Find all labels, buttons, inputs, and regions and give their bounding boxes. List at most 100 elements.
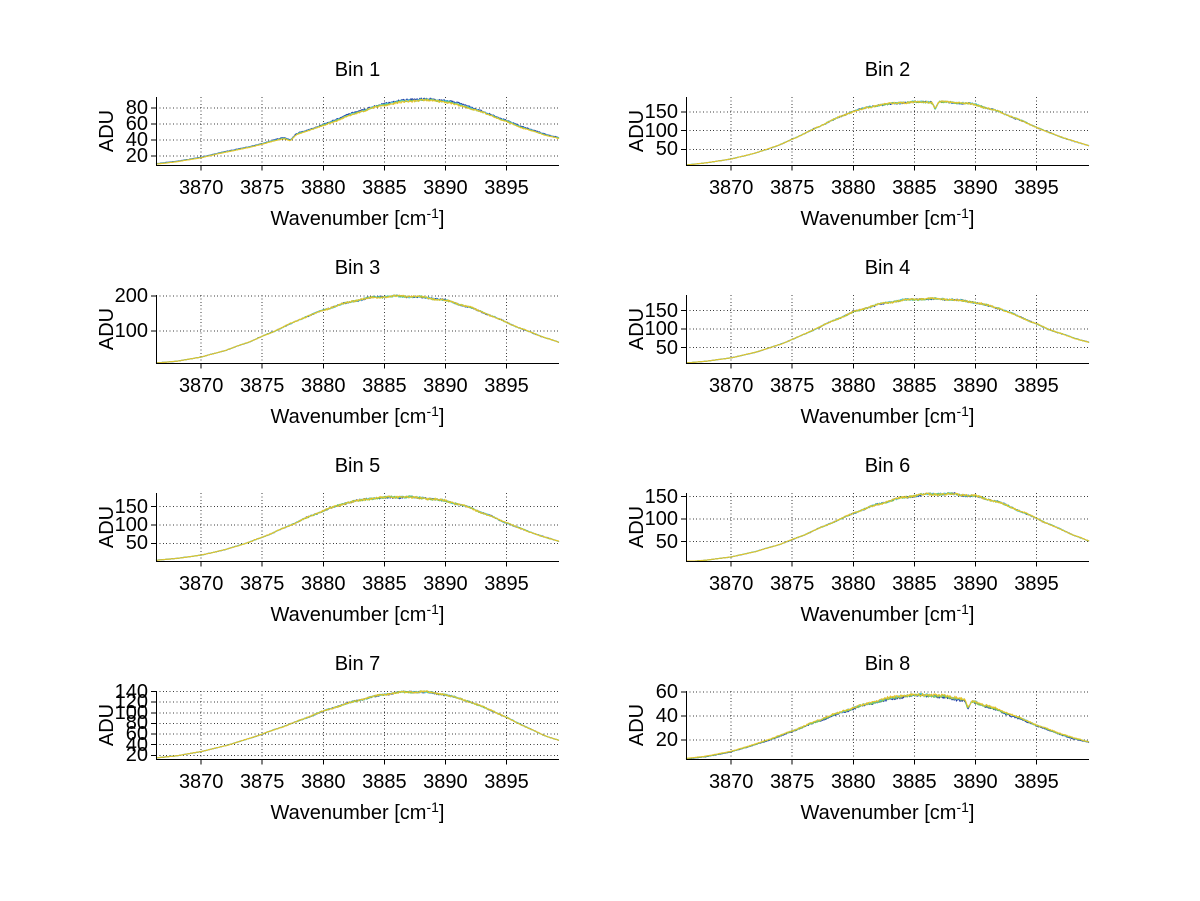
x-tick-label: 3880 bbox=[831, 177, 876, 199]
x-axis-label: Wavenumber [cm-1] bbox=[156, 403, 559, 431]
x-tick-label: 3890 bbox=[953, 573, 998, 595]
x-tick-label: 3890 bbox=[423, 177, 468, 199]
subplot: Bin 5 ADU Wavenumber [cm-1] 3870 3875 3880… bbox=[96, 455, 560, 626]
x-axis-label: Wavenumber [cm-1] bbox=[156, 205, 559, 233]
x-axis-label-text: Wavenumber [cm bbox=[270, 406, 427, 428]
x-axis-label-superscript: -1 bbox=[956, 205, 969, 222]
series-green bbox=[686, 492, 1090, 562]
subplot-title: Bin 5 bbox=[334, 455, 381, 477]
subplot-title: Bin 1 bbox=[334, 59, 381, 81]
y-tick-label: 100 bbox=[644, 508, 678, 531]
x-tick-label: 3880 bbox=[301, 573, 346, 595]
x-axis-label-text: Wavenumber [cm bbox=[800, 802, 957, 824]
x-axis-label: Wavenumber [cm-1] bbox=[686, 205, 1089, 233]
x-tick-label: 3895 bbox=[484, 375, 529, 397]
x-tick-label: 3875 bbox=[239, 573, 285, 595]
x-tick-label: 3885 bbox=[892, 573, 937, 595]
plot-area bbox=[681, 492, 1090, 567]
plot-area bbox=[681, 97, 1090, 171]
axes bbox=[681, 97, 1089, 171]
y-tick-label: 100 bbox=[114, 514, 148, 536]
x-tick-label: 3870 bbox=[708, 375, 754, 397]
y-tick-label: 100 bbox=[644, 318, 678, 340]
y-tick-label: 40 bbox=[655, 705, 678, 728]
y-tick-label: 60 bbox=[655, 681, 678, 704]
x-axis-label-superscript: -1 bbox=[426, 601, 439, 618]
series-cyan bbox=[155, 495, 560, 561]
subplot: Bin 4 ADU Wavenumber [cm-1] 3870 3875 3880… bbox=[626, 257, 1090, 428]
series-cyan bbox=[685, 692, 1090, 760]
x-tick-label: 3880 bbox=[831, 375, 876, 397]
x-tick-label: 3870 bbox=[708, 177, 754, 199]
x-axis-label-text: Wavenumber [cm bbox=[800, 208, 957, 230]
x-axis-label-text: Wavenumber [cm bbox=[800, 406, 957, 428]
x-tick-label: 3890 bbox=[953, 375, 998, 397]
grid-lines bbox=[156, 97, 559, 165]
x-axis-label: Wavenumber [cm-1] bbox=[156, 601, 559, 629]
x-tick-label: 3895 bbox=[1014, 771, 1059, 793]
y-tick-label: 150 bbox=[644, 485, 678, 508]
series-yellow bbox=[685, 100, 1090, 166]
y-tick-label: 50 bbox=[125, 532, 148, 555]
x-tick-label: 3890 bbox=[953, 771, 998, 793]
series-yellow bbox=[155, 98, 560, 165]
x-tick-label: 3895 bbox=[1014, 573, 1059, 595]
x-axis-label-bracket: ] bbox=[968, 208, 975, 230]
axes bbox=[681, 691, 1089, 765]
y-tick-label: 20 bbox=[125, 145, 148, 168]
series-navy bbox=[686, 492, 1090, 562]
x-tick-label: 3885 bbox=[892, 375, 937, 397]
plot-area bbox=[151, 97, 560, 171]
x-axis-label-superscript: -1 bbox=[956, 403, 969, 420]
subplot: Bin 8 ADU Wavenumber [cm-1] 3870 3875 3880… bbox=[626, 653, 1090, 824]
x-tick-label: 3895 bbox=[1014, 375, 1059, 397]
x-tick-label: 3890 bbox=[423, 771, 468, 793]
series-green bbox=[685, 297, 1090, 364]
y-tick-label: 100 bbox=[114, 701, 148, 724]
series-yellow bbox=[685, 297, 1090, 364]
axes bbox=[151, 493, 559, 567]
y-tick-label: 150 bbox=[114, 495, 148, 518]
y-tick-label: 150 bbox=[644, 100, 678, 123]
y-tick-label: 60 bbox=[125, 723, 148, 745]
y-tick-label: 50 bbox=[655, 138, 678, 161]
series-navy bbox=[685, 297, 1090, 364]
y-tick-label: 40 bbox=[125, 129, 148, 152]
x-tick-label: 3885 bbox=[362, 573, 407, 595]
plot-area bbox=[681, 691, 1090, 765]
grid-lines bbox=[156, 691, 559, 759]
subplot: Bin 6 ADU Wavenumber [cm-1] 3870 3875 3880… bbox=[626, 455, 1090, 626]
y-tick-label: 140 bbox=[114, 680, 148, 703]
x-axis-label-text: Wavenumber [cm bbox=[270, 208, 427, 230]
x-tick-label: 3870 bbox=[178, 771, 224, 793]
x-tick-label: 3870 bbox=[178, 375, 224, 397]
series-yellow bbox=[686, 492, 1090, 562]
x-axis-label-bracket: ] bbox=[968, 406, 975, 428]
x-axis-label-bracket: ] bbox=[438, 208, 445, 230]
series-green bbox=[155, 495, 560, 561]
x-tick-label: 3870 bbox=[178, 177, 224, 199]
grid-lines bbox=[686, 493, 1089, 561]
y-tick-label: 150 bbox=[644, 299, 678, 322]
x-tick-label: 3895 bbox=[484, 573, 529, 595]
x-axis-label-bracket: ] bbox=[438, 406, 445, 428]
y-tick-label: 50 bbox=[655, 336, 678, 359]
subplot: Bin 3 ADU Wavenumber [cm-1] 3870 3875 3880… bbox=[96, 257, 560, 428]
x-tick-label: 3895 bbox=[484, 177, 529, 199]
x-tick-label: 3870 bbox=[178, 573, 224, 595]
subplot-title: Bin 2 bbox=[864, 59, 911, 81]
x-tick-label: 3875 bbox=[769, 573, 815, 595]
y-tick-label: 200 bbox=[114, 285, 148, 308]
x-tick-label: 3880 bbox=[301, 771, 346, 793]
x-tick-label: 3885 bbox=[362, 771, 407, 793]
grid-lines bbox=[686, 691, 1089, 759]
x-tick-label: 3890 bbox=[423, 573, 468, 595]
y-tick-label: 60 bbox=[125, 113, 148, 136]
x-axis-label-text: Wavenumber [cm bbox=[270, 802, 427, 824]
series-cyan bbox=[685, 297, 1090, 364]
x-axis-label-superscript: -1 bbox=[956, 799, 969, 816]
x-axis-label: Wavenumber [cm-1] bbox=[686, 799, 1089, 827]
x-tick-label: 3895 bbox=[1014, 177, 1059, 199]
x-axis-label-text: Wavenumber [cm bbox=[800, 604, 957, 626]
